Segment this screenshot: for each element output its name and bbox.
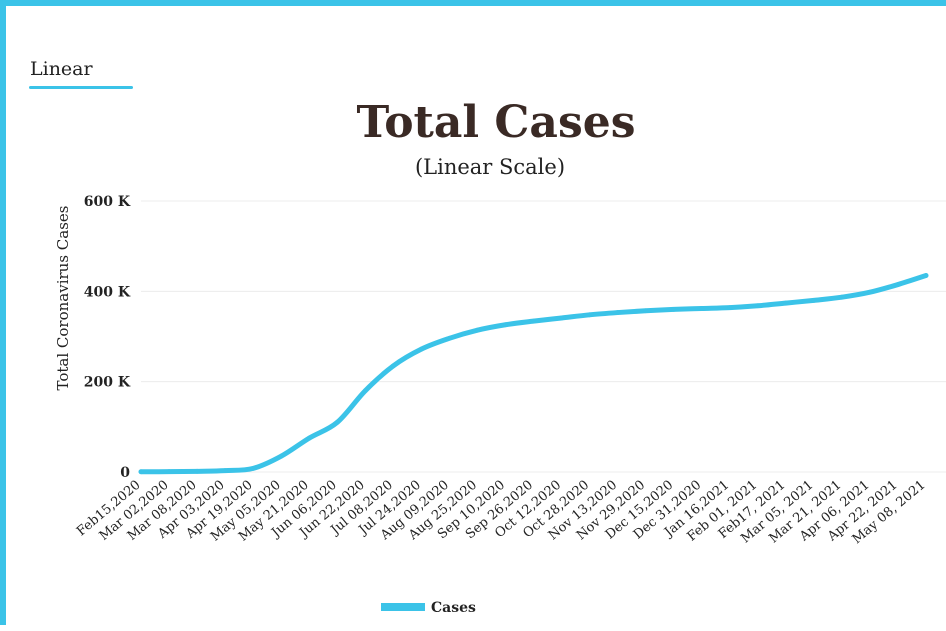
data-point <box>306 435 312 441</box>
data-point <box>727 305 733 310</box>
tab-active-indicator <box>29 86 133 89</box>
tab-linear[interactable]: Linear <box>30 58 93 80</box>
y-tick-label: 600 K <box>84 194 131 210</box>
data-point <box>222 468 228 474</box>
data-point <box>783 300 789 306</box>
data-point <box>503 322 508 328</box>
legend-label: Cases <box>431 600 476 616</box>
data-point <box>475 327 480 333</box>
data-point <box>895 282 901 287</box>
y-tick-label: 200 K <box>84 375 131 391</box>
data-point <box>418 346 424 352</box>
data-point <box>839 294 845 300</box>
legend-swatch <box>381 603 425 611</box>
y-axis-label: Total Coronavirus Cases <box>54 206 72 391</box>
data-point <box>194 468 200 474</box>
gridlines <box>141 200 946 473</box>
data-point <box>334 419 340 425</box>
data-point <box>362 388 368 394</box>
data-point <box>559 315 564 321</box>
data-point <box>699 306 705 311</box>
legend[interactable]: Cases <box>381 600 476 616</box>
data-point <box>811 297 817 303</box>
y-tick-label: 400 K <box>84 284 131 300</box>
data-point <box>867 289 873 295</box>
data-point <box>643 308 649 314</box>
data-point <box>923 273 929 278</box>
data-point <box>166 469 172 475</box>
data-point <box>587 312 592 318</box>
data-point <box>531 318 536 324</box>
data-point <box>278 453 284 459</box>
y-tick-label: 0 <box>120 465 130 481</box>
chart-subtitle: (Linear Scale) <box>415 155 565 179</box>
y-axis-ticks: 0 200 K 400 K 600 K <box>84 194 131 481</box>
series-line-cases <box>138 273 929 475</box>
line-chart: Total Cases (Linear Scale) Total Coronav… <box>54 97 946 616</box>
data-point <box>390 363 396 369</box>
data-point <box>615 310 621 315</box>
data-point <box>446 335 452 341</box>
data-point <box>250 465 256 471</box>
data-point <box>671 307 677 312</box>
chart-title: Total Cases <box>357 97 636 148</box>
data-point <box>138 469 144 475</box>
data-point <box>755 303 761 309</box>
series-layer <box>138 273 929 475</box>
